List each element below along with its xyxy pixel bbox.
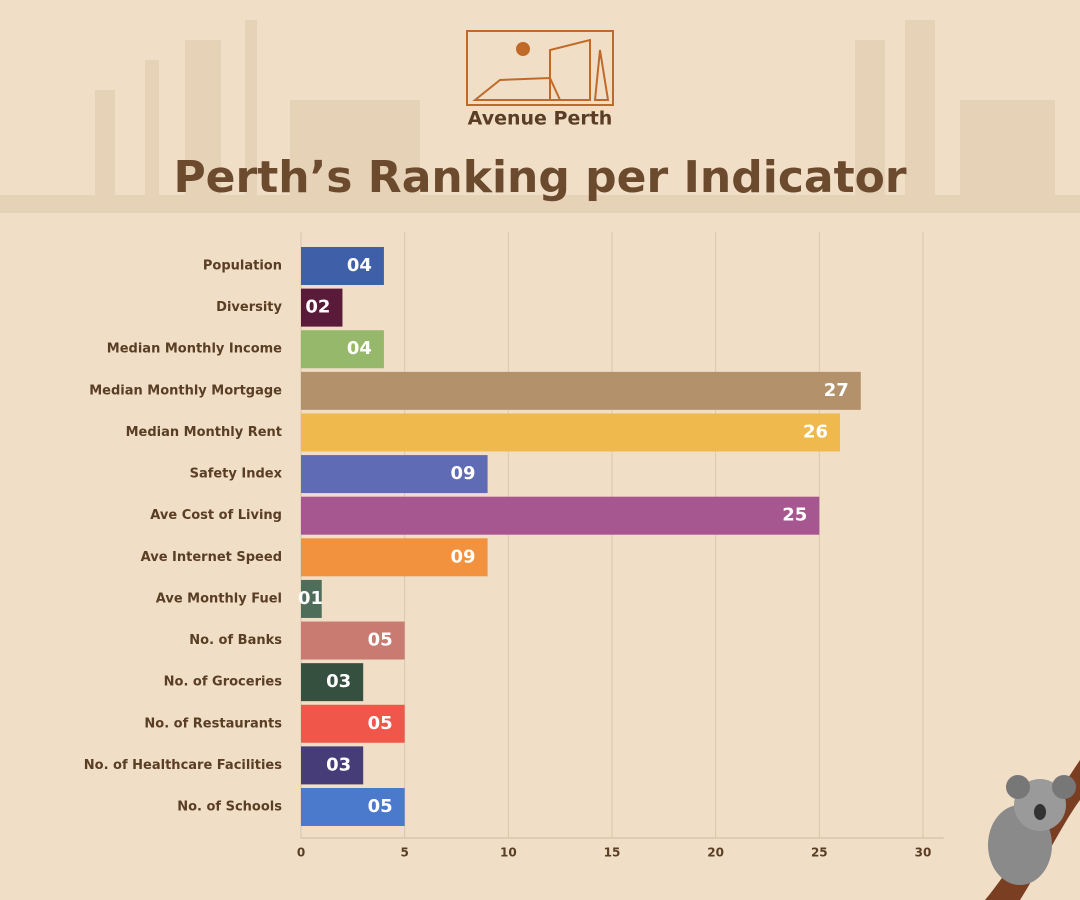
bar <box>301 413 841 452</box>
x-tick-label: 30 <box>915 846 932 860</box>
y-tick-label: Ave Monthly Fuel <box>156 591 282 606</box>
y-tick-label: Ave Internet Speed <box>141 550 282 565</box>
y-tick-label: Median Monthly Income <box>107 342 282 357</box>
y-tick-label: No. of Restaurants <box>144 716 282 731</box>
value-label: 02 <box>305 297 330 318</box>
bar <box>301 579 322 618</box>
value-label: 25 <box>782 505 807 526</box>
bar <box>301 663 364 702</box>
y-tick-label: Population <box>203 259 282 274</box>
value-label: 04 <box>347 338 372 359</box>
bar <box>301 621 405 660</box>
bar <box>301 247 384 285</box>
value-label: 05 <box>368 713 393 734</box>
bar <box>301 288 343 327</box>
x-tick-label: 20 <box>707 846 724 860</box>
value-label: 27 <box>824 380 849 401</box>
bar <box>301 704 405 743</box>
bar <box>301 330 384 369</box>
logo <box>466 30 614 106</box>
y-tick-label: No. of Groceries <box>164 675 283 690</box>
x-tick-label: 5 <box>400 846 408 860</box>
x-tick-label: 15 <box>604 846 621 860</box>
value-label: 05 <box>368 630 393 651</box>
x-tick-label: 25 <box>811 846 828 860</box>
value-label: 09 <box>451 463 476 484</box>
brand: Avenue Perth <box>468 108 613 130</box>
y-tick-label: Safety Index <box>190 467 283 482</box>
y-tick-label: Median Monthly Mortgage <box>89 383 282 398</box>
bar <box>301 455 488 494</box>
koala <box>985 760 1080 900</box>
skyline <box>0 20 1080 213</box>
x-tick-label: 10 <box>500 846 517 860</box>
value-label: 04 <box>347 255 372 276</box>
bar <box>301 788 405 826</box>
y-tick-label: Ave Cost of Living <box>150 508 282 523</box>
value-label: 09 <box>451 546 476 567</box>
bar <box>301 538 488 577</box>
y-tick-label: No. of Schools <box>177 800 282 815</box>
value-label: 01 <box>298 588 323 609</box>
y-tick-label: Median Monthly Rent <box>126 425 282 440</box>
bar <box>301 371 861 410</box>
chart-title: Perth’s Ranking per Indicator <box>173 152 906 203</box>
y-tick-label: No. of Banks <box>189 633 282 648</box>
value-label: 03 <box>326 754 351 775</box>
y-tick-label: Diversity <box>216 300 282 315</box>
value-label: 03 <box>326 671 351 692</box>
y-tick-label: No. of Healthcare Facilities <box>84 758 282 773</box>
bar <box>301 496 820 535</box>
x-tick-label: 0 <box>297 846 305 860</box>
value-label: 05 <box>368 796 393 817</box>
bar <box>301 746 364 785</box>
value-label: 26 <box>803 421 828 442</box>
